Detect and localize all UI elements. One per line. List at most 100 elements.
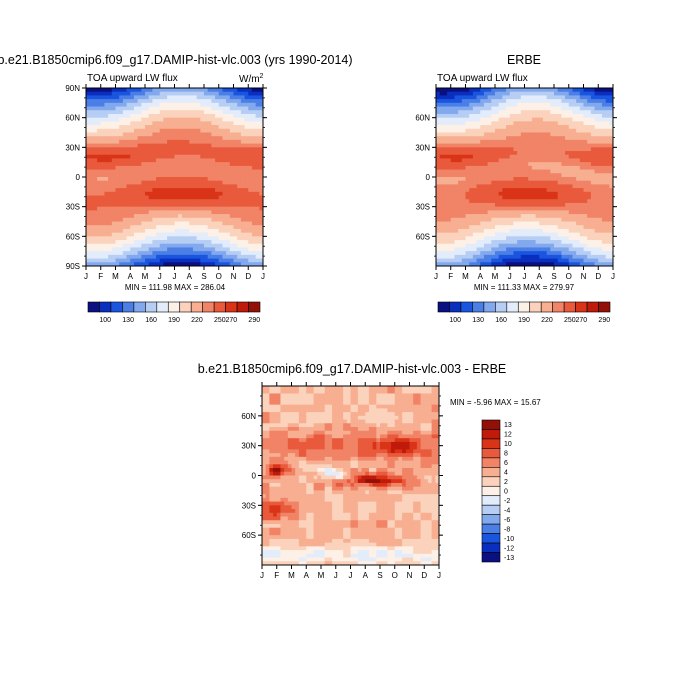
field-cell xyxy=(115,236,120,241)
field-cell xyxy=(598,236,603,241)
field-cell xyxy=(531,121,537,126)
field-cell xyxy=(122,232,128,237)
field-cell xyxy=(259,136,263,141)
field-cell xyxy=(159,128,165,134)
field-cell xyxy=(196,184,201,189)
field-cell xyxy=(115,136,120,141)
field-cell xyxy=(601,151,607,156)
field-cell xyxy=(200,191,205,197)
field-cell xyxy=(159,254,165,260)
field-cell xyxy=(550,99,555,104)
field-cell xyxy=(240,110,246,115)
field-cell xyxy=(461,254,467,260)
field-cell xyxy=(539,95,544,100)
field-cell xyxy=(111,228,117,234)
field-cell xyxy=(226,225,231,230)
field-cell xyxy=(255,236,260,241)
field-cell xyxy=(357,386,363,391)
field-cell xyxy=(605,165,610,171)
field-cell xyxy=(137,99,142,104)
field-cell xyxy=(259,221,263,226)
field-cell xyxy=(192,147,198,152)
field-cell xyxy=(480,188,485,193)
field-cell xyxy=(546,240,551,245)
field-cell xyxy=(126,258,131,263)
field-cell xyxy=(557,225,562,230)
field-cell xyxy=(480,132,485,137)
field-cell xyxy=(240,139,246,145)
field-cell xyxy=(520,195,526,200)
field-cell xyxy=(111,258,117,263)
field-cell xyxy=(204,243,209,249)
field-cell xyxy=(498,136,503,141)
field-cell xyxy=(196,243,201,249)
field-cell xyxy=(174,217,179,223)
field-cell xyxy=(550,210,555,215)
field-cell xyxy=(572,247,577,252)
field-cell xyxy=(265,389,270,395)
field-cell xyxy=(524,162,529,167)
field-cell xyxy=(531,210,537,215)
field-cell xyxy=(126,147,131,152)
field-cell xyxy=(480,217,485,223)
field-cell xyxy=(126,99,131,104)
field-cell xyxy=(502,132,507,137)
field-cell xyxy=(192,228,198,234)
field-cell xyxy=(495,158,500,163)
field-cell xyxy=(594,132,599,137)
field-cell xyxy=(189,240,194,245)
field-cell xyxy=(244,210,249,215)
field-cell xyxy=(439,99,444,104)
field-cell xyxy=(100,225,106,230)
field-cell xyxy=(491,147,496,152)
field-cell xyxy=(163,221,168,226)
field-cell xyxy=(152,132,157,137)
field-cell xyxy=(108,251,113,256)
field-cell xyxy=(391,389,396,395)
field-cell xyxy=(565,165,570,171)
field-cell xyxy=(594,177,599,182)
colorbar-label: 290 xyxy=(598,317,610,324)
field-cell xyxy=(480,240,485,245)
field-cell xyxy=(178,232,183,237)
field-cell xyxy=(520,251,526,256)
field-cell xyxy=(130,236,135,241)
field-cell xyxy=(244,240,249,245)
field-cell xyxy=(565,247,570,252)
field-cell xyxy=(583,254,588,260)
field-cell xyxy=(531,228,537,234)
field-cell xyxy=(181,102,187,108)
field-cell xyxy=(207,214,212,219)
field-cell xyxy=(357,393,363,398)
field-cell xyxy=(218,169,224,174)
field-cell xyxy=(513,132,518,137)
field-cell xyxy=(554,151,559,156)
field-cell xyxy=(248,247,253,252)
field-cell xyxy=(565,106,570,111)
field-cell xyxy=(119,125,124,130)
field-cell xyxy=(159,214,165,219)
field-cell xyxy=(454,154,459,160)
field-cell xyxy=(550,165,555,171)
field-cell xyxy=(141,88,146,93)
field-cell xyxy=(568,88,574,93)
field-cell xyxy=(89,91,94,97)
field-cell xyxy=(255,117,260,122)
field-cell xyxy=(100,184,106,189)
field-cell xyxy=(436,232,441,237)
field-cell xyxy=(513,121,518,126)
field-cell xyxy=(196,169,201,174)
field-cell xyxy=(513,169,518,174)
field-cell xyxy=(148,191,153,197)
field-cell xyxy=(587,132,592,137)
field-cell xyxy=(590,132,596,137)
field-cell xyxy=(550,128,555,134)
field-cell xyxy=(583,99,588,104)
field-cell xyxy=(513,206,518,211)
field-cell xyxy=(237,191,242,197)
field-cell xyxy=(237,247,242,252)
field-cell xyxy=(472,188,478,193)
field-cell xyxy=(472,136,478,141)
field-cell xyxy=(104,221,109,226)
field-cell xyxy=(609,243,613,249)
